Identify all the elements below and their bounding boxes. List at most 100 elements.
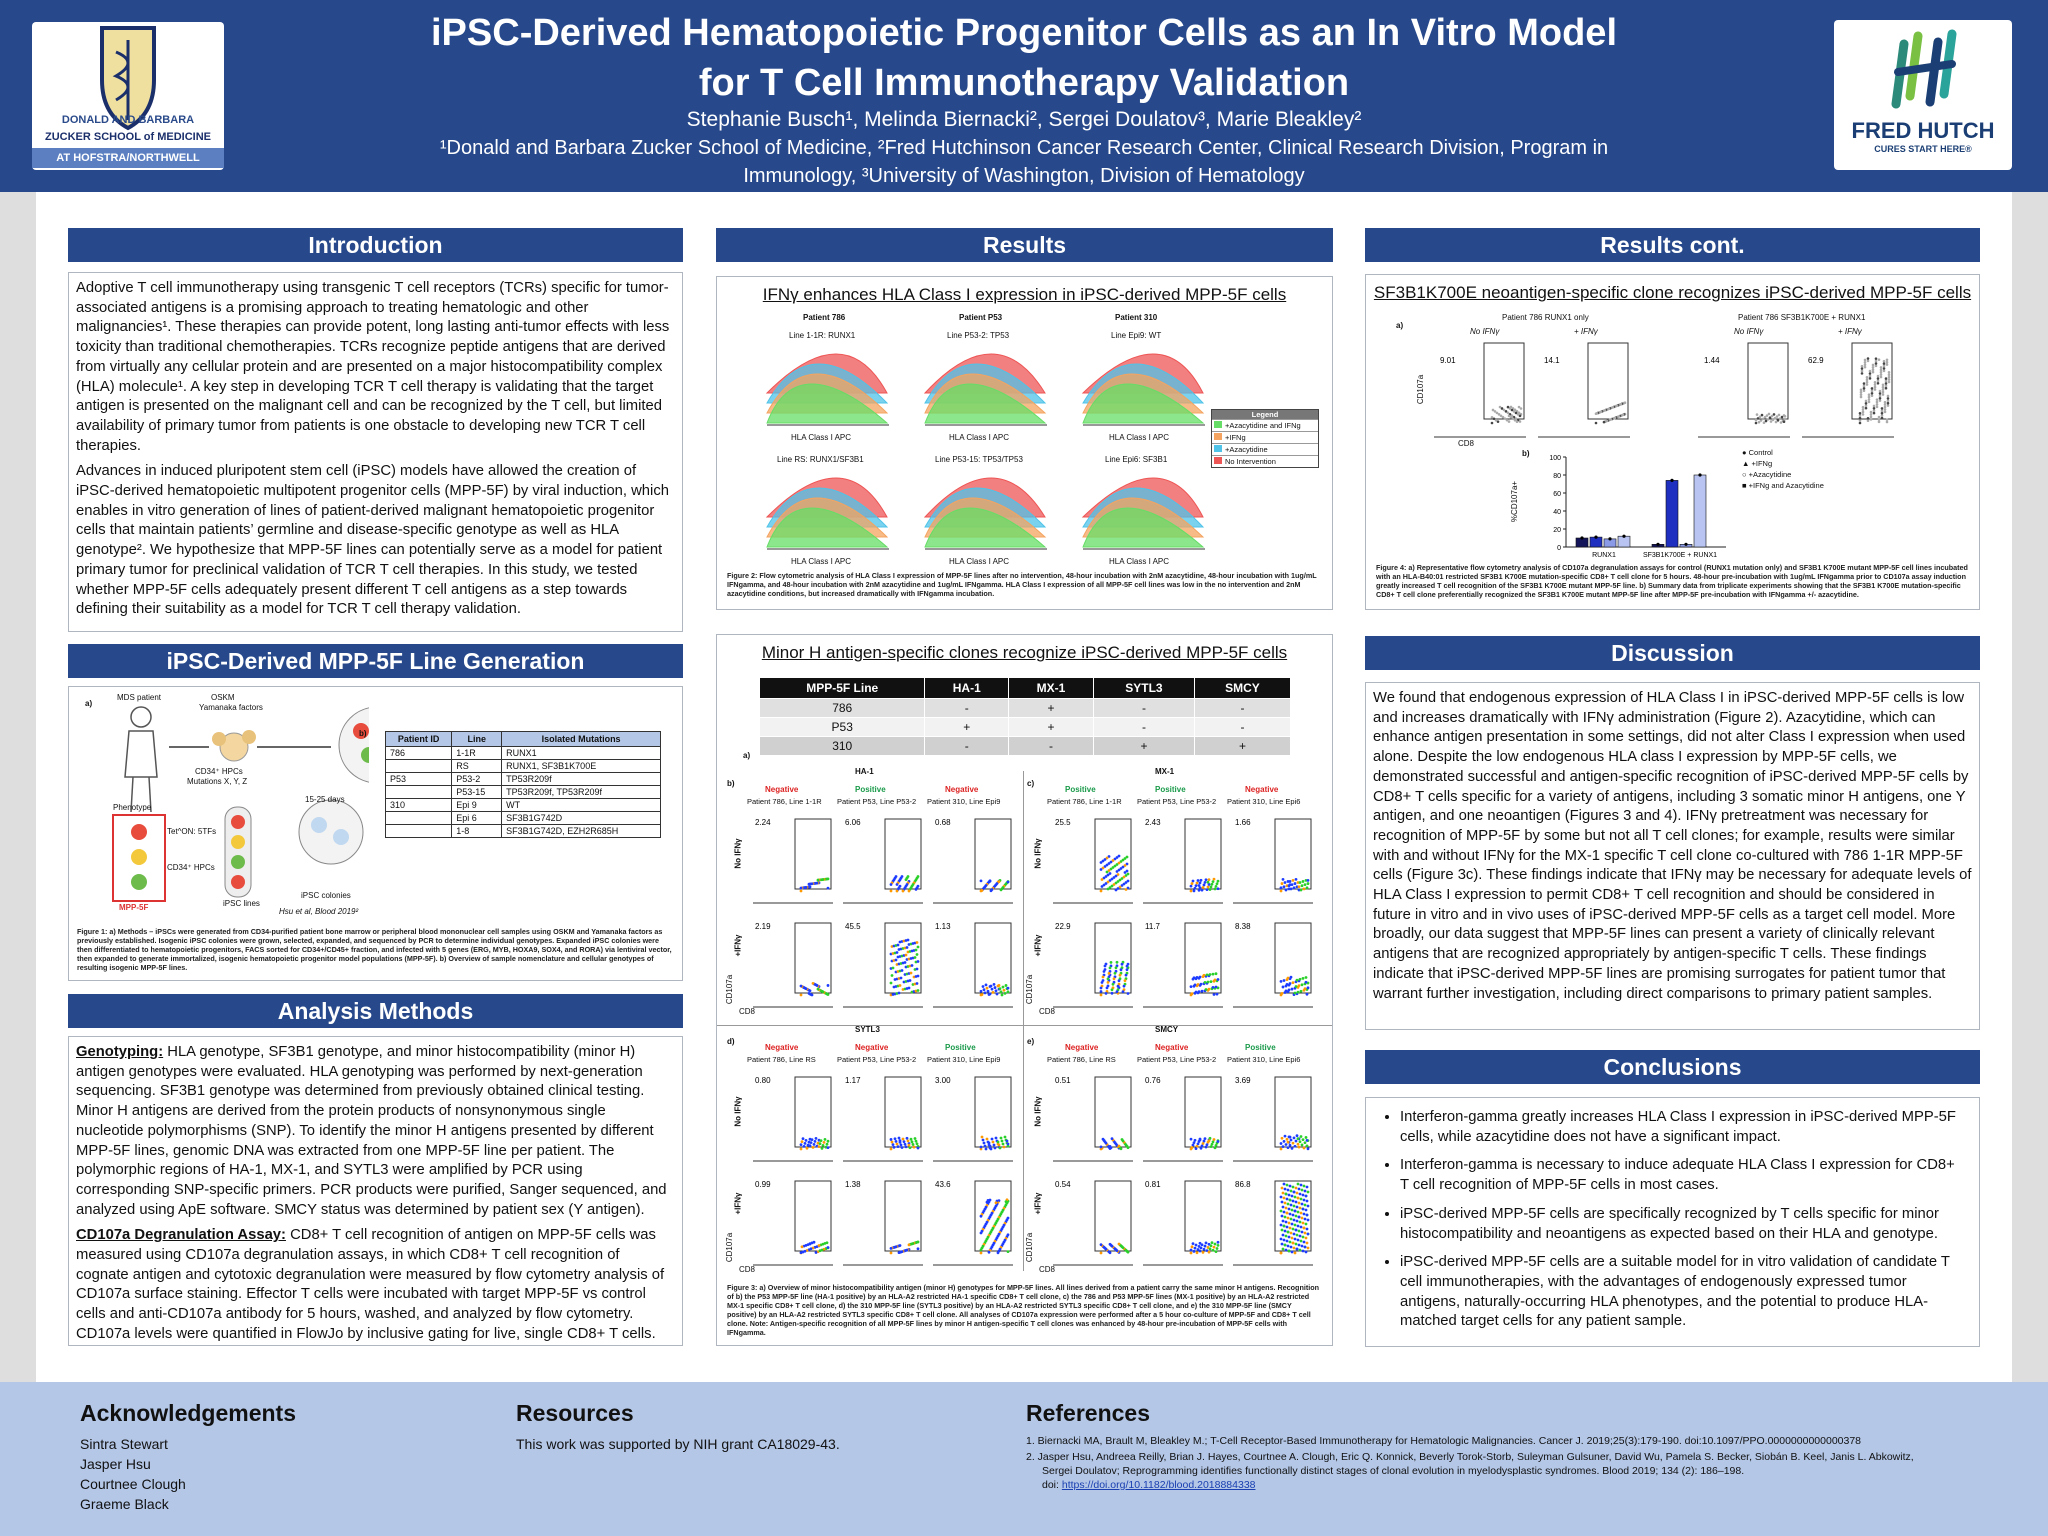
- flow-event: [1298, 1234, 1302, 1238]
- flow-event: [1300, 884, 1304, 888]
- flow-event: [1297, 1243, 1301, 1247]
- flow-event: [799, 889, 803, 893]
- flow-event: [1279, 1195, 1283, 1199]
- legend-item: No Intervention: [1212, 455, 1318, 467]
- flow-event: [1766, 418, 1770, 421]
- bar-y-tick-label: 40: [1553, 509, 1561, 516]
- flow-event: [1288, 1226, 1292, 1230]
- flow-event: [908, 1146, 912, 1150]
- fig2-axis-label: HLA Class I APC: [1109, 557, 1170, 566]
- reference-1: 1. Biernacki MA, Brault M, Bleakley M.; …: [1026, 1435, 1862, 1447]
- status-label: Positive: [1245, 1043, 1276, 1052]
- flow-event: [1775, 415, 1779, 418]
- reference-doi-link[interactable]: https://doi.org/10.1182/blood.2018884338: [1061, 1479, 1256, 1491]
- flow-event: [1198, 886, 1202, 890]
- flow-event: [1301, 1207, 1305, 1211]
- flow-event: [1868, 374, 1872, 378]
- references-heading: References: [1026, 1400, 1151, 1426]
- flow-event: [1108, 879, 1112, 882]
- discussion-heading: Discussion: [1365, 636, 1980, 670]
- flow-event: [1115, 960, 1119, 964]
- legend-item: +Azacytidine: [1212, 443, 1318, 455]
- flow-event: [1005, 1139, 1009, 1143]
- reference-2-doi: doi: https://doi.org/10.1182/blood.20188…: [1042, 1479, 1256, 1491]
- flow-plot: 45.5: [843, 922, 923, 1008]
- status-label: Positive: [855, 785, 886, 794]
- flow-event: [1303, 1141, 1307, 1145]
- flow-event: [1216, 1243, 1220, 1247]
- gate-box: [1094, 1076, 1132, 1148]
- flow-event: [981, 1138, 985, 1142]
- ack-name: Graeme Black: [80, 1496, 169, 1512]
- flow-event: [897, 1136, 901, 1140]
- flow-event: [1117, 861, 1121, 865]
- condition-label: + IFNγ: [1838, 327, 1862, 336]
- panel-divider: [1023, 771, 1024, 1271]
- flow-event: [1114, 881, 1118, 885]
- flow-event: [980, 1135, 984, 1139]
- line-label: Patient 786, Line RS: [1047, 1055, 1116, 1064]
- flow-event: [1286, 1188, 1290, 1192]
- flow-event: [984, 1147, 988, 1151]
- flow-event: [1203, 1137, 1207, 1141]
- flow-event: [1286, 1216, 1290, 1220]
- flow-event: [980, 993, 984, 996]
- right-margin: [2012, 192, 2048, 1382]
- flow-event: [1208, 1247, 1212, 1251]
- flow-event: [985, 1200, 989, 1204]
- flow-event: [1189, 1248, 1193, 1252]
- flow-event: [1769, 420, 1773, 423]
- flow-event: [1003, 1135, 1007, 1139]
- flow-event: [1876, 374, 1880, 378]
- flow-event: [1285, 983, 1289, 986]
- flow-event: [1099, 1145, 1103, 1149]
- flow-event: [1195, 1144, 1199, 1148]
- flow-event: [1283, 1134, 1287, 1138]
- flow-event: [1295, 1191, 1299, 1195]
- flow-event: [979, 1251, 983, 1255]
- flow-event: [1304, 1236, 1308, 1240]
- flow-event: [916, 989, 920, 992]
- tet-label: Tet^ON: 5TFs: [167, 827, 217, 836]
- flow-event: [1872, 411, 1876, 415]
- flow-event: [1189, 985, 1193, 988]
- flow-event: [1884, 384, 1888, 388]
- flow-event: [1282, 1210, 1286, 1214]
- flow-event: [1200, 1243, 1204, 1247]
- flow-event: [916, 960, 920, 963]
- flow-event: [896, 943, 900, 947]
- flow-event: [991, 990, 995, 994]
- axis-x-label: CD8: [1039, 1007, 1056, 1016]
- flow-event: [1298, 977, 1302, 981]
- flow-event: [817, 1244, 821, 1247]
- flow-event: [1111, 866, 1115, 869]
- flow-event: [1110, 884, 1114, 888]
- flow-event: [1107, 855, 1111, 858]
- panel-divider: [717, 1025, 1332, 1026]
- flow-event: [1209, 1244, 1213, 1248]
- flow-event: [1885, 420, 1889, 424]
- flow-event: [1284, 1220, 1288, 1224]
- flow-event: [1293, 1237, 1297, 1241]
- flow-event: [1778, 417, 1782, 420]
- gate-box: [974, 922, 1012, 994]
- flow-event: [1279, 886, 1283, 890]
- legend-item: ▲ +IFNg: [1742, 459, 1773, 468]
- flow-event: [915, 982, 919, 985]
- flow-event: [889, 981, 893, 985]
- flow-event: [1776, 419, 1780, 422]
- flow-event: [1762, 421, 1766, 425]
- flow-event: [1289, 975, 1293, 979]
- flow-event: [1493, 410, 1497, 413]
- gate-percent: 22.9: [1055, 922, 1071, 931]
- flow-event: [1303, 1231, 1307, 1235]
- flow-event: [1867, 393, 1871, 396]
- histogram-curve: [766, 383, 889, 424]
- flow-event: [1199, 1246, 1203, 1250]
- flow-event: [799, 984, 803, 988]
- flow-event: [1290, 883, 1294, 887]
- gate-box: [1274, 1076, 1312, 1148]
- flow-event: [1203, 880, 1207, 884]
- flow-event: [799, 993, 803, 997]
- flow-event: [1289, 1217, 1293, 1221]
